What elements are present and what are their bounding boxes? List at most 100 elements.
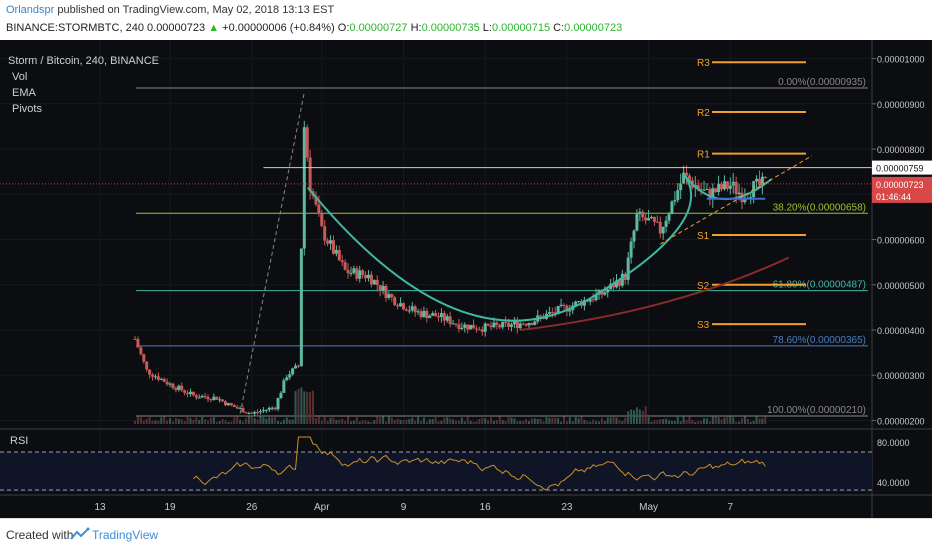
- last-price: 0.00000723: [147, 22, 206, 34]
- candle-body: [361, 270, 365, 276]
- candle-body: [474, 328, 478, 330]
- price-tick-label: 0.00000300: [877, 371, 925, 381]
- pivot-label: S3: [697, 320, 710, 331]
- volume-bar: [431, 419, 434, 424]
- volume-bar: [212, 417, 215, 424]
- candle-body: [203, 395, 207, 397]
- candle-body: [749, 197, 753, 199]
- legend-item-ema[interactable]: EMA: [12, 87, 37, 99]
- candle-body: [401, 303, 405, 310]
- candle-body: [454, 323, 458, 325]
- volume-bar: [694, 421, 697, 424]
- volume-bar: [510, 417, 513, 424]
- volume-bar: [615, 417, 618, 424]
- volume-bar: [344, 421, 347, 424]
- volume-bar: [492, 420, 495, 424]
- candle-body: [606, 289, 610, 293]
- volume-bar: [533, 418, 536, 424]
- candle-body: [676, 190, 680, 201]
- volume-bar: [729, 416, 732, 424]
- volume-bar: [145, 419, 148, 424]
- candle-body: [641, 211, 645, 218]
- volume-bar: [603, 420, 606, 424]
- high-label: H:: [410, 22, 422, 34]
- candle-body: [708, 189, 712, 199]
- candle-body: [480, 329, 484, 332]
- candle-body: [209, 399, 213, 401]
- time-axis: 13 19 26 Apr 9 16 23 May 7: [0, 494, 932, 513]
- tradingview-logo-icon: [70, 527, 90, 540]
- candle-body: [302, 127, 306, 249]
- candle-body: [603, 292, 607, 295]
- candle-body: [159, 378, 163, 380]
- candle-body: [434, 313, 438, 317]
- author-link[interactable]: Orlandspr: [6, 4, 55, 16]
- candle-body: [197, 397, 201, 399]
- legend-item-vol[interactable]: Vol: [12, 71, 27, 83]
- price-tick-label: 0.00000200: [877, 416, 925, 426]
- volume-bar: [428, 419, 431, 424]
- volume-bar: [542, 421, 545, 424]
- trendline-dashed: [660, 155, 813, 245]
- candle-body: [437, 316, 441, 318]
- volume-bar: [627, 411, 630, 424]
- candle-body: [530, 323, 534, 326]
- candle-body: [162, 378, 166, 382]
- tradingview-brand[interactable]: TradingView: [92, 528, 159, 542]
- candle-body: [288, 374, 292, 378]
- candle-body: [393, 297, 397, 306]
- candle-body: [250, 412, 254, 414]
- change-text: +0.00000006 (+0.84%): [222, 22, 335, 34]
- candle-body: [276, 398, 280, 410]
- volume-bar: [201, 416, 204, 424]
- countdown-label: 01:46:44: [876, 192, 911, 202]
- volume-bar: [384, 421, 387, 424]
- candle-body: [463, 324, 467, 328]
- candle-body: [247, 412, 251, 414]
- time-tick-label: 13: [94, 502, 106, 513]
- candle-body: [655, 221, 659, 223]
- candle-body: [664, 220, 668, 227]
- volume-bar: [723, 417, 726, 424]
- close-label: C:: [553, 22, 565, 34]
- volume-bar: [408, 418, 411, 424]
- volume-bar: [568, 417, 571, 424]
- candle-body: [174, 387, 178, 390]
- volume-bar: [326, 421, 329, 424]
- last-price-tag: [872, 176, 932, 203]
- candle-body: [296, 365, 300, 367]
- candle-body: [308, 157, 312, 192]
- candle-body: [326, 240, 330, 244]
- candle-body: [241, 408, 245, 413]
- candle-body: [372, 279, 376, 285]
- candle-body: [533, 321, 537, 326]
- candle-body: [305, 127, 309, 158]
- pivot-label: R2: [697, 108, 710, 119]
- volume-bar: [274, 416, 277, 424]
- volume-bar: [717, 417, 720, 424]
- price-chart[interactable]: 0.00%(0.00000935) 38.20%(0.00000658) 61.80…: [0, 40, 932, 518]
- volume-bar: [463, 421, 466, 424]
- volume-bar: [586, 420, 589, 424]
- candle-body: [638, 211, 642, 214]
- volume-bar: [551, 417, 554, 424]
- candle-body: [615, 280, 618, 288]
- volume-bar: [425, 421, 428, 424]
- volume-bar: [630, 409, 633, 424]
- volume-bar: [227, 421, 230, 424]
- volume-bar: [230, 421, 233, 424]
- candle-body: [156, 376, 160, 380]
- volume-bar: [606, 417, 609, 424]
- volume-bar: [764, 416, 767, 424]
- volume-bar: [624, 417, 627, 424]
- volume-bar: [665, 418, 668, 424]
- volume-bar: [297, 388, 300, 424]
- volume-bar: [405, 419, 408, 424]
- candle-body: [507, 322, 511, 327]
- candle-body: [722, 181, 726, 190]
- volume-bar: [206, 420, 209, 424]
- candle-body: [702, 189, 706, 191]
- candle-body: [334, 250, 338, 254]
- volume-bar: [221, 419, 224, 424]
- legend-item-pivots[interactable]: Pivots: [12, 103, 42, 115]
